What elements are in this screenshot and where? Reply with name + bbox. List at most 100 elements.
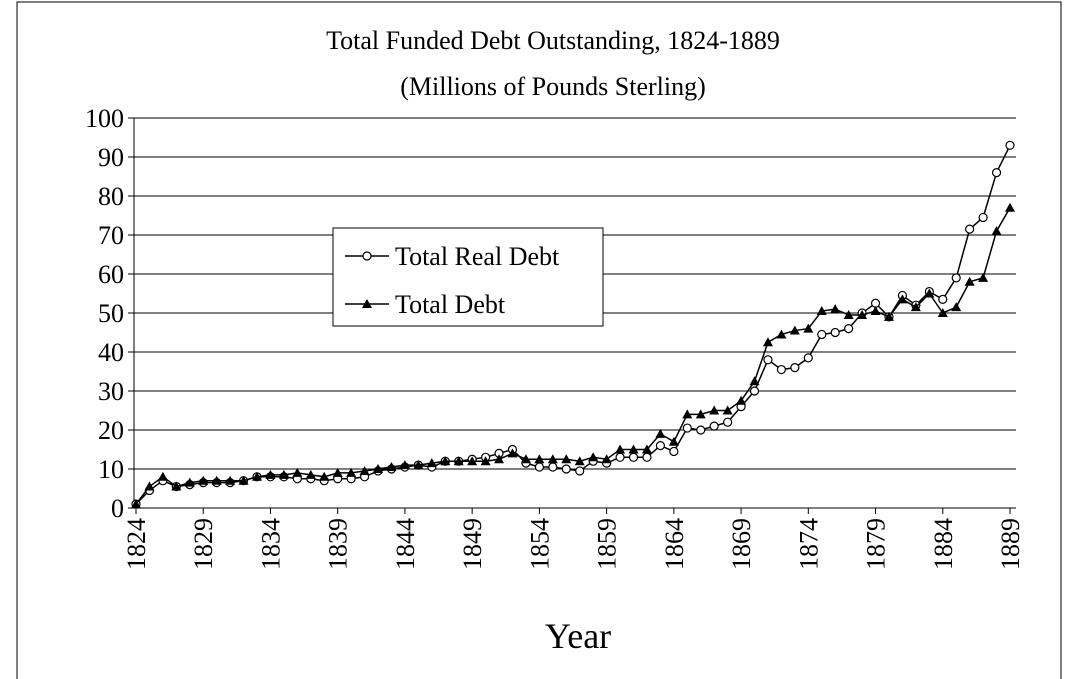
point <box>709 405 720 415</box>
point <box>292 467 303 477</box>
y-tick-label: 40 <box>98 338 124 367</box>
point <box>305 469 316 479</box>
point <box>588 452 599 462</box>
point <box>668 436 679 446</box>
point <box>144 481 155 491</box>
y-tick-label: 60 <box>98 260 124 289</box>
point <box>628 452 639 462</box>
x-tick-label: 1869 <box>727 518 756 570</box>
x-axis-label: Year <box>545 616 611 656</box>
point <box>574 456 585 466</box>
point <box>561 454 572 464</box>
chart-title: Total Funded Debt Outstanding, 1824-1889 <box>326 26 780 55</box>
point <box>749 386 760 396</box>
point <box>453 456 464 466</box>
point <box>964 276 975 286</box>
x-tick-label: 1854 <box>525 518 554 570</box>
point <box>790 363 800 373</box>
point <box>642 452 652 462</box>
x-tick-label: 1859 <box>593 518 622 570</box>
point <box>776 329 787 339</box>
point <box>844 324 854 334</box>
y-tick-label: 70 <box>98 221 124 250</box>
point <box>910 302 921 312</box>
point <box>830 304 841 314</box>
point <box>520 454 531 464</box>
point <box>978 212 988 223</box>
point <box>789 325 800 335</box>
point <box>641 444 652 454</box>
point <box>937 308 948 317</box>
legend-marker <box>362 299 372 308</box>
x-tick-label: 1839 <box>324 518 353 570</box>
x-tick-label: 1874 <box>794 518 823 570</box>
point <box>843 309 854 319</box>
point <box>575 466 585 476</box>
point <box>561 464 571 474</box>
x-tick-label: 1884 <box>929 518 958 570</box>
point <box>776 364 787 375</box>
point <box>965 224 975 234</box>
point <box>467 456 478 466</box>
x-tick-label: 1834 <box>256 518 285 570</box>
point <box>1005 202 1015 212</box>
x-tick-label: 1829 <box>189 518 218 570</box>
point <box>762 337 773 347</box>
point <box>655 441 666 451</box>
y-tick-label: 30 <box>98 377 124 406</box>
y-tick-label: 100 <box>85 104 124 133</box>
point <box>883 311 894 321</box>
point <box>870 306 881 316</box>
point <box>938 294 948 304</box>
point <box>440 456 451 466</box>
point <box>991 226 1002 236</box>
point <box>857 309 868 319</box>
point <box>669 446 679 457</box>
point <box>399 460 410 470</box>
point <box>480 456 491 466</box>
legend-box <box>332 227 604 327</box>
point <box>709 421 719 431</box>
point <box>682 423 692 433</box>
legend-label: Total Debt <box>395 290 506 319</box>
y-tick-label: 20 <box>98 416 124 445</box>
point <box>655 428 666 438</box>
y-tick-label: 10 <box>98 455 124 484</box>
point <box>682 409 693 419</box>
point <box>184 477 195 487</box>
chart-subtitle: (Millions of Pounds Sterling) <box>400 72 706 101</box>
point <box>817 329 827 340</box>
y-tick-label: 80 <box>98 182 124 211</box>
point <box>332 467 343 477</box>
y-tick-label: 50 <box>98 299 124 328</box>
point <box>225 475 236 485</box>
point <box>1005 140 1015 150</box>
point <box>628 444 639 454</box>
point <box>749 376 760 386</box>
point <box>534 454 545 464</box>
point <box>803 323 814 333</box>
point <box>722 405 733 415</box>
point <box>696 425 706 435</box>
y-tick-label: 0 <box>111 494 124 523</box>
point <box>615 452 625 462</box>
point <box>211 475 222 485</box>
point <box>816 306 827 316</box>
x-tick-label: 1849 <box>458 518 487 570</box>
point <box>494 454 505 464</box>
point <box>171 481 182 491</box>
x-tick-label: 1824 <box>122 518 151 570</box>
point <box>897 294 908 304</box>
point <box>601 454 612 464</box>
point <box>951 273 961 283</box>
point <box>736 395 747 405</box>
point <box>951 302 962 312</box>
x-tick-label: 1864 <box>660 518 689 570</box>
point <box>763 355 773 365</box>
point <box>924 288 935 298</box>
y-tick-label: 90 <box>98 143 124 172</box>
point <box>507 448 518 458</box>
point <box>723 417 733 427</box>
x-tick-label: 1879 <box>862 518 891 570</box>
